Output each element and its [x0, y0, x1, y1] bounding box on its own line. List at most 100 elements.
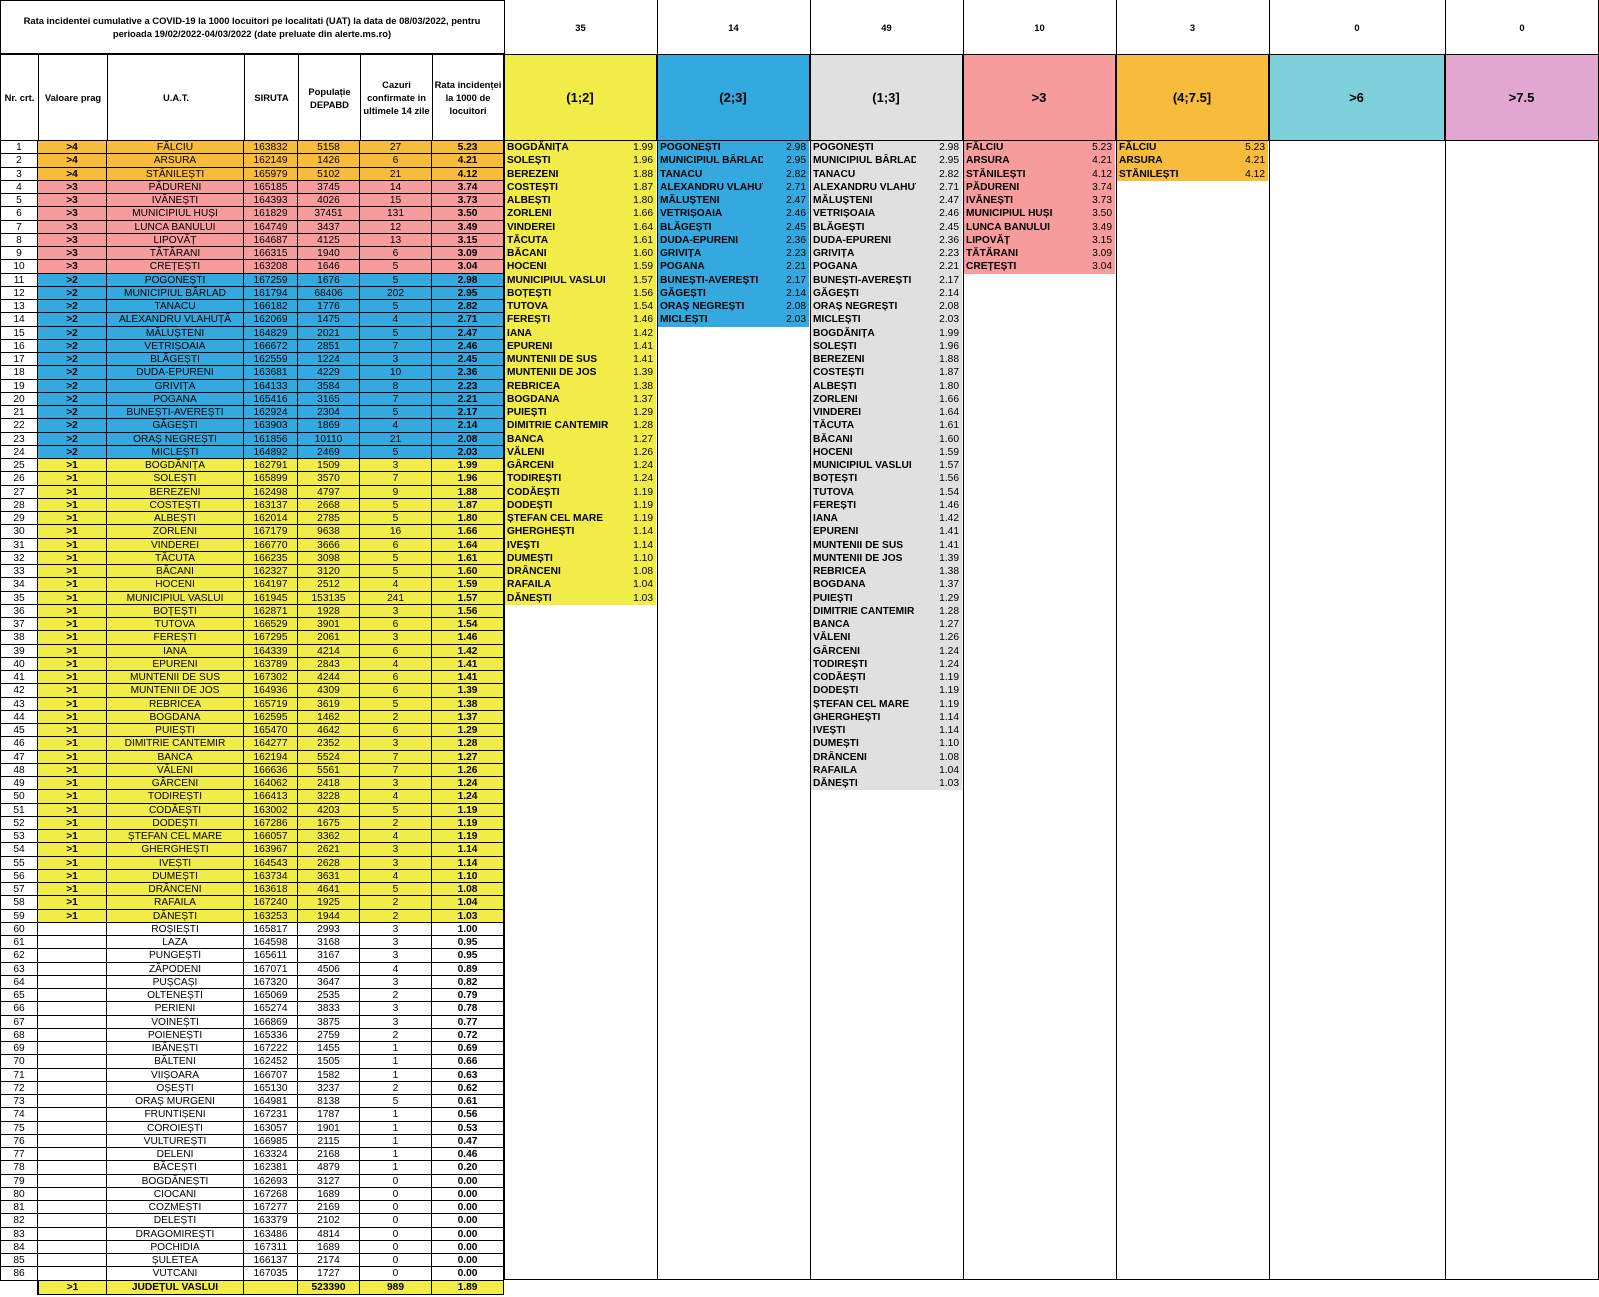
cell-valoare-prag: >1 — [38, 830, 107, 843]
cell-valoare-prag: >1 — [38, 618, 107, 631]
cell-siruta: 166770 — [244, 539, 298, 552]
cell-populatie: 1901 — [298, 1122, 360, 1135]
panel-item-value: 2.71 — [763, 181, 809, 194]
cell-rata: 0.78 — [432, 1002, 504, 1016]
cell-siruta: 163832 — [244, 141, 298, 154]
panel-item-name: STĂNILEȘTI — [1117, 168, 1222, 181]
cell-valoare-prag — [38, 1016, 107, 1029]
cell-cazuri: 15 — [360, 194, 432, 207]
cell-valoare-prag: >1 — [38, 658, 107, 671]
cell-valoare-prag: >1 — [38, 764, 107, 777]
cell-nr-crt: 24 — [0, 446, 38, 459]
panel-item-name: MUNTENII DE JOS — [811, 552, 916, 565]
panel-item-name: VĂLENI — [505, 446, 610, 459]
cell-populatie: 2115 — [298, 1135, 360, 1148]
cell-uat: BLĂGEȘTI — [107, 353, 244, 366]
cell-uat: FEREȘTI — [107, 631, 244, 645]
cell-valoare-prag: >1 — [38, 737, 107, 751]
cell-nr-crt: 40 — [0, 658, 38, 671]
cell-siruta: 167302 — [244, 671, 298, 684]
cell-uat: PUNGEȘTI — [107, 949, 244, 963]
cell-valoare-prag — [38, 923, 107, 936]
panel-item-name: GRIVIȚA — [658, 247, 763, 260]
panel-item-name: IVEȘTI — [811, 724, 916, 737]
cell-siruta: 162194 — [244, 751, 298, 764]
cell-cazuri: 7 — [360, 472, 432, 486]
panel-item-value: 1.46 — [916, 499, 962, 512]
panel-item-value: 1.19 — [610, 486, 656, 499]
cell-uat: MICLEȘTI — [107, 446, 244, 459]
cell-cazuri: 3 — [360, 737, 432, 751]
panel-item-value: 3.04 — [1069, 260, 1115, 274]
cell-cazuri: 5 — [360, 274, 432, 287]
panel-item-value: 4.12 — [1069, 168, 1115, 181]
cell-rata: 0.66 — [432, 1055, 504, 1069]
panel-item-name: VETRIȘOAIA — [811, 207, 916, 221]
panel-item-value: 4.21 — [1069, 154, 1115, 168]
cell-populatie: 3237 — [298, 1082, 360, 1095]
panel-item-value: 2.03 — [916, 313, 962, 327]
cell-siruta: 165979 — [244, 168, 298, 181]
panel-item-name: EPURENI — [505, 340, 610, 353]
cell-rata: 1.87 — [432, 499, 504, 512]
panel-item-name: TANACU — [658, 168, 763, 181]
cell-valoare-prag — [38, 963, 107, 976]
panel-item-value: 2.03 — [763, 313, 809, 327]
cell-uat: DELEȘTI — [107, 1214, 244, 1228]
cell-nr-crt: 30 — [0, 525, 38, 539]
cell-siruta: 167222 — [244, 1042, 298, 1055]
cell-valoare-prag: >2 — [38, 287, 107, 300]
panel-item-name: BANCA — [811, 618, 916, 631]
band-label: >7.5 — [1445, 54, 1599, 141]
cell-nr-crt: 82 — [0, 1214, 38, 1228]
panel-item-value: 1.64 — [916, 406, 962, 419]
cell-nr-crt: 50 — [0, 790, 38, 804]
cell-cazuri: 3 — [360, 631, 432, 645]
cell-siruta: 164062 — [244, 777, 298, 790]
panel-item-value: 1.28 — [916, 605, 962, 618]
cell-rata: 0.89 — [432, 963, 504, 976]
cell-rata: 0.00 — [432, 1175, 504, 1188]
cell-uat: REBRICEA — [107, 698, 244, 711]
cell-populatie: 1426 — [298, 154, 360, 168]
panel-item-name: LIPOVĂȚ — [964, 234, 1069, 247]
total-rata: 1.89 — [432, 1281, 504, 1295]
cell-populatie: 3570 — [298, 472, 360, 486]
panel-item-name: ZORLENI — [505, 207, 610, 221]
panel-item-name: ȘTEFAN CEL MARE — [505, 512, 610, 525]
cell-cazuri: 0 — [360, 1175, 432, 1188]
cell-cazuri: 4 — [360, 578, 432, 592]
cell-rata: 1.14 — [432, 843, 504, 857]
cell-cazuri: 13 — [360, 234, 432, 247]
cell-siruta: 165719 — [244, 698, 298, 711]
cell-rata: 2.71 — [432, 313, 504, 327]
cell-valoare-prag — [38, 1069, 107, 1082]
cell-siruta: 165185 — [244, 181, 298, 194]
panel-item-value: 3.73 — [1069, 194, 1115, 207]
cell-uat: DRÂNCENI — [107, 883, 244, 896]
cell-valoare-prag — [38, 1228, 107, 1241]
panel-item-value: 1.42 — [916, 512, 962, 525]
panel-item-name: FEREȘTI — [811, 499, 916, 512]
cell-cazuri: 3 — [360, 949, 432, 963]
cell-nr-crt: 66 — [0, 1002, 38, 1016]
panel-item-value: 2.46 — [763, 207, 809, 221]
cell-nr-crt: 81 — [0, 1201, 38, 1214]
cell-populatie: 3362 — [298, 830, 360, 843]
cell-cazuri: 1 — [360, 1055, 432, 1069]
grid-line — [1445, 0, 1446, 1280]
panel-item-name: ORAȘ NEGREȘTI — [811, 300, 916, 313]
panel-item-name: DODEȘTI — [505, 499, 610, 512]
cell-siruta: 164981 — [244, 1095, 298, 1108]
panel-item-value: 2.17 — [763, 274, 809, 287]
cell-cazuri: 9 — [360, 486, 432, 499]
cell-valoare-prag — [38, 1267, 107, 1281]
cell-cazuri: 3 — [360, 923, 432, 936]
cell-populatie: 1944 — [298, 910, 360, 923]
panel-item-name: RAFAILA — [505, 578, 610, 592]
cell-siruta: 163903 — [244, 419, 298, 433]
cell-uat: BEREZENI — [107, 486, 244, 499]
cell-nr-crt: 19 — [0, 380, 38, 393]
cell-cazuri: 0 — [360, 1254, 432, 1267]
cell-nr-crt: 10 — [0, 260, 38, 274]
